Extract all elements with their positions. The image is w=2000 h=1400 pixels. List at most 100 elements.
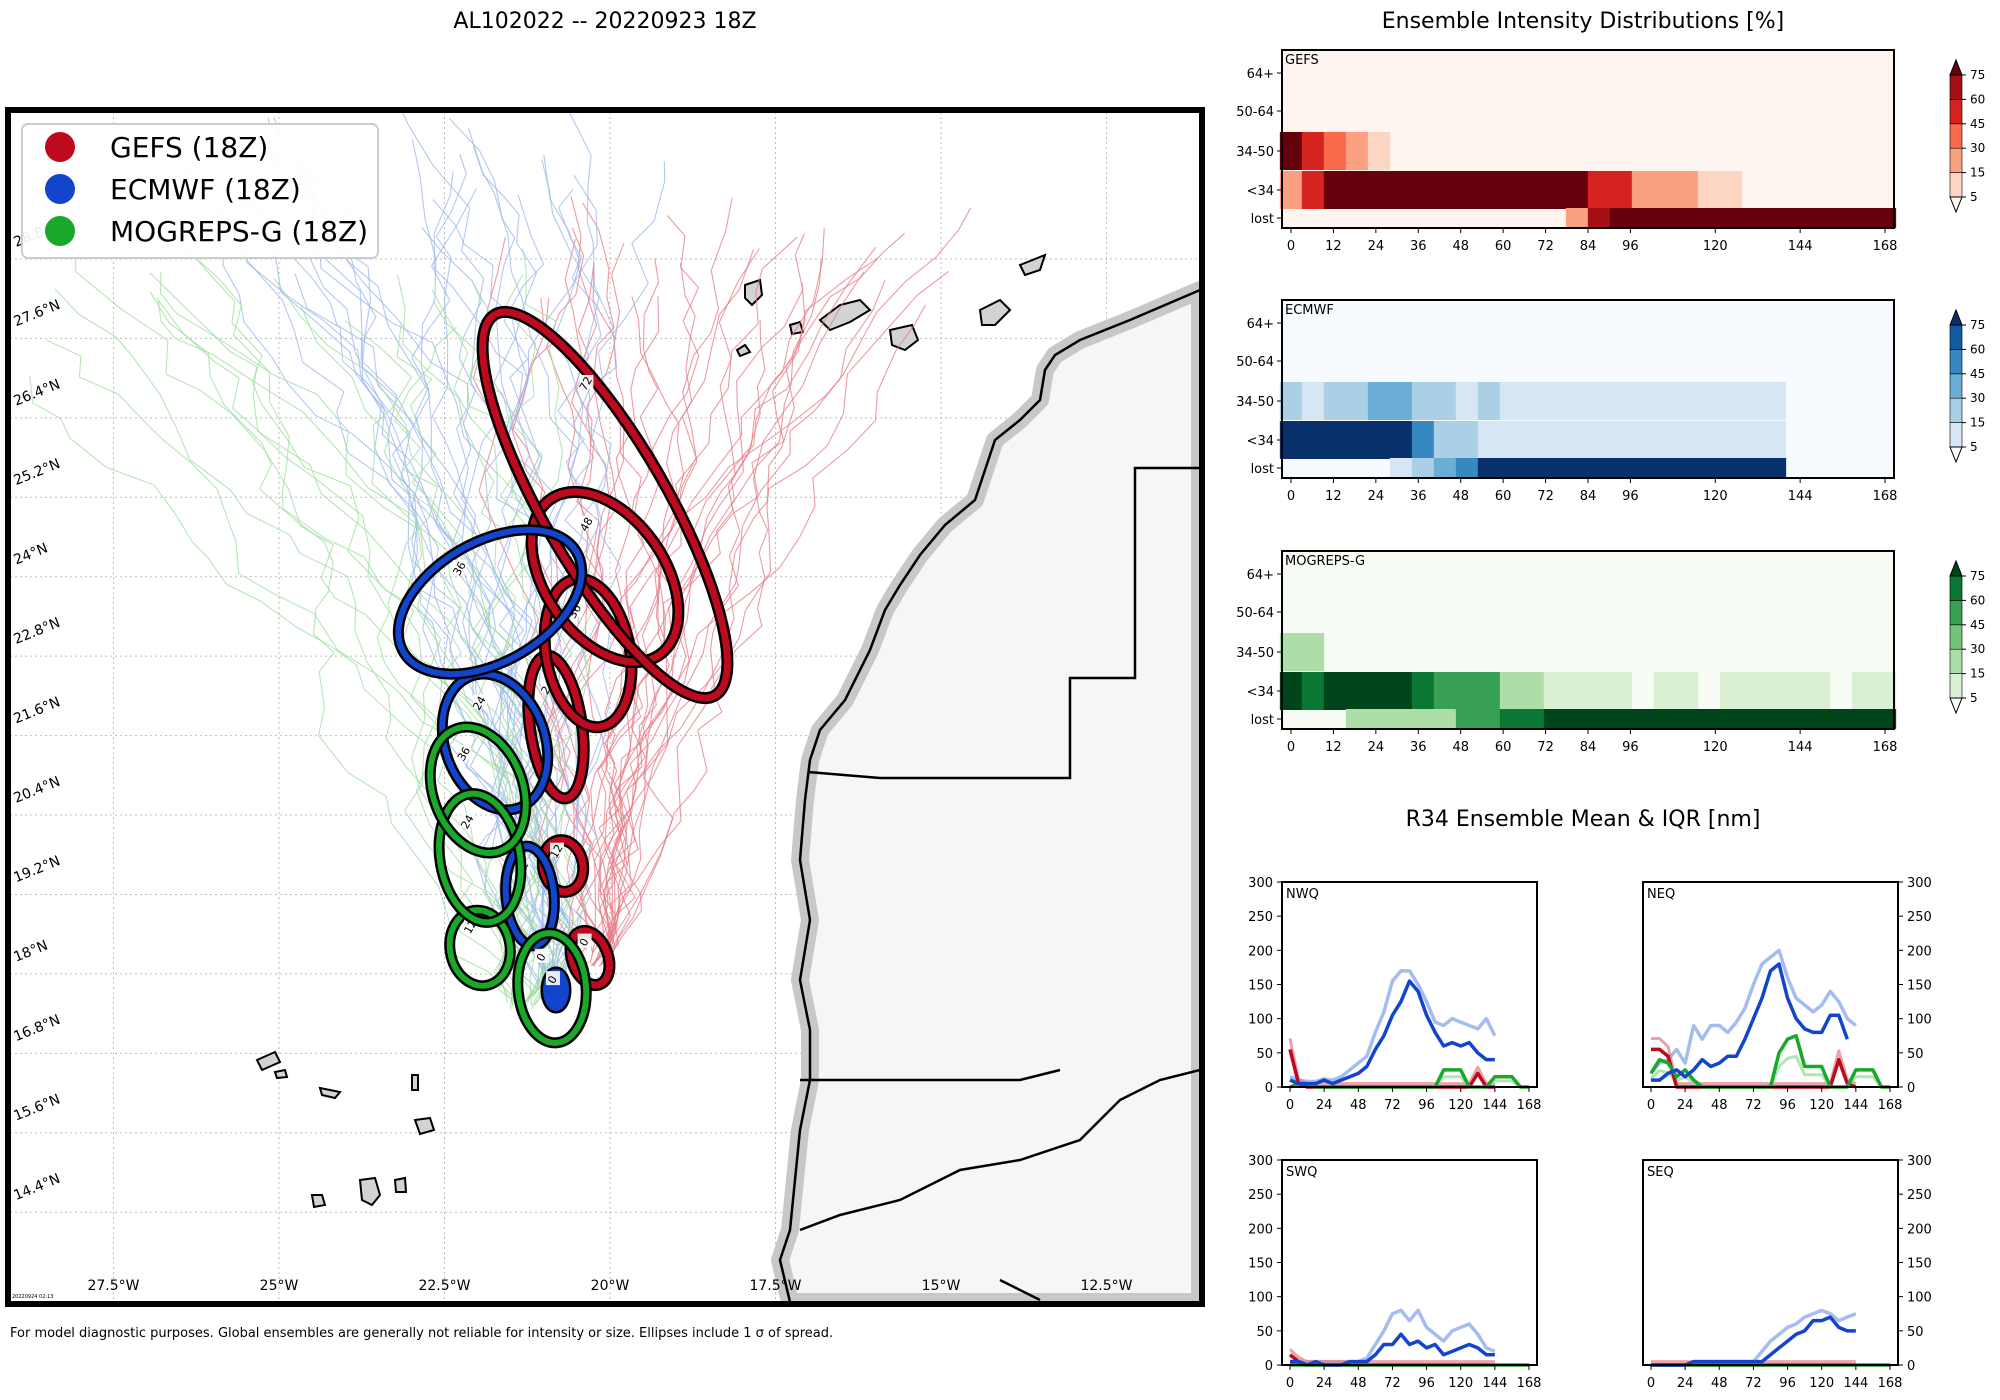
- r34-y-tick: 300: [1248, 876, 1273, 891]
- heatmap-category-label: 34-50: [1236, 395, 1274, 410]
- r34-y-tick: 0: [1265, 1081, 1273, 1096]
- lon-tick-label: 15°W: [922, 1278, 961, 1294]
- r34-x-tick: 0: [1286, 1098, 1294, 1113]
- map-frame: [5, 107, 1205, 1307]
- heatmap-cell: [1411, 382, 1435, 420]
- heatmap-cell: [1631, 421, 1655, 459]
- r34-y-tick: 200: [1907, 1222, 1932, 1237]
- heatmap-category-label: lost: [1251, 462, 1274, 477]
- r34-y-tick: 100: [1248, 1013, 1273, 1028]
- ensemble-track: [432, 300, 541, 1010]
- r34-x-tick: 96: [1779, 1098, 1796, 1113]
- heatmap-cell: [1763, 382, 1787, 420]
- heatmap-x-tick: 72: [1537, 239, 1554, 254]
- heatmap-cell: [1653, 709, 1677, 729]
- heatmap-cell: [1719, 171, 1743, 209]
- r34-panel-swq: SWQ 0 50 100 150 200 250 300 0 24 48 72 96 120 144 168: [1248, 1154, 1541, 1391]
- r34-y-tick: 300: [1248, 1154, 1273, 1169]
- heatmap-cell: [1389, 382, 1413, 420]
- r34-background: [1282, 1160, 1537, 1365]
- heatmap-cell: [1587, 421, 1611, 459]
- heatmap-cell: [1587, 382, 1611, 420]
- heatmap-x-tick: 0: [1287, 740, 1295, 755]
- lon-tick-label: 25°W: [260, 1278, 299, 1294]
- heatmap-cell: [1499, 382, 1523, 420]
- heatmap-cell: [1323, 421, 1347, 459]
- ensemble-track: [300, 305, 536, 1010]
- heatmap-cell: [1301, 421, 1325, 459]
- heatmap-cell: [1345, 382, 1369, 420]
- r34-x-tick: 48: [1711, 1098, 1728, 1113]
- heatmap-cell: [1499, 171, 1523, 209]
- heatmap-cell: [1279, 421, 1303, 459]
- legend-ecmwf-marker: [45, 174, 75, 204]
- heatmap-cell: [1301, 171, 1325, 209]
- r34-x-tick: 120: [1448, 1098, 1473, 1113]
- heatmap-cell: [1543, 709, 1567, 729]
- heatmap-x-tick: 12: [1325, 489, 1342, 504]
- r34-series-line: [1289, 979, 1495, 1086]
- r34-y-tick: 250: [1907, 1188, 1932, 1203]
- heatmap-x-tick: 24: [1368, 489, 1385, 504]
- ensemble-track: [564, 242, 625, 963]
- heatmap-cell: [1279, 382, 1303, 420]
- heatmap-cell: [1389, 709, 1413, 729]
- ellipse-ecmwf-36h: 36: [392, 524, 588, 680]
- ensemble-track: [597, 197, 733, 962]
- r34-y-tick: 50: [1256, 1325, 1273, 1340]
- heatmap-cell: [1455, 382, 1479, 420]
- heatmap-cell: [1873, 709, 1897, 729]
- r34-x-tick: 96: [1418, 1098, 1435, 1113]
- r34-y-tick: 100: [1248, 1291, 1273, 1306]
- r34-x-tick: 120: [1448, 1376, 1473, 1391]
- heatmap-cell: [1301, 633, 1325, 671]
- heatmap-cell: [1741, 421, 1765, 459]
- r34-x-tick: 0: [1286, 1376, 1294, 1391]
- heatmap-panel-label: GEFS: [1285, 53, 1319, 68]
- heatmap-cell: [1433, 171, 1457, 209]
- heatmap-cell: [1301, 132, 1325, 170]
- heatmap-cell: [1763, 421, 1787, 459]
- ensemble-track: [593, 257, 879, 967]
- r34-x-tick: 0: [1647, 1098, 1655, 1113]
- heatmap-cell: [1697, 458, 1721, 478]
- heatmap-x-tick: 0: [1287, 239, 1295, 254]
- colorbar-tick: 30: [1970, 141, 1985, 155]
- heatmap-x-tick: 24: [1368, 740, 1385, 755]
- r34-x-tick: 144: [1482, 1098, 1507, 1113]
- heatmap-cell: [1675, 709, 1699, 729]
- r34-y-tick: 100: [1907, 1013, 1932, 1028]
- heatmap-cell: [1763, 458, 1787, 478]
- heatmap-category-label: 64+: [1247, 317, 1274, 332]
- heatmap-cell: [1565, 171, 1589, 209]
- ensemble-track: [580, 248, 755, 955]
- heatmap-cell: [1345, 709, 1369, 729]
- heatmap-cell: [1609, 421, 1633, 459]
- ensemble-track: [149, 291, 518, 1002]
- heatmap-x-tick: 60: [1495, 489, 1512, 504]
- r34-x-tick: 96: [1779, 1376, 1796, 1391]
- heatmap-category-label: 34-50: [1236, 145, 1274, 160]
- heatmap-cell: [1675, 672, 1699, 710]
- heatmap-category-label: 50-64: [1236, 606, 1274, 621]
- heatmap-cell: [1587, 709, 1611, 729]
- heatmap-cell: [1389, 171, 1413, 209]
- ellipse-gefs-48h: 48: [525, 485, 685, 669]
- heatmap-cell: [1741, 382, 1765, 420]
- ensemble-track: [608, 263, 696, 965]
- heatmap-cell: [1345, 421, 1369, 459]
- heatmap-x-tick: 48: [1452, 740, 1469, 755]
- ellipse-hour-label: 12: [547, 842, 565, 861]
- r34-x-tick: 168: [1517, 1098, 1542, 1113]
- heatmap-x-tick: 120: [1703, 489, 1728, 504]
- heatmap-cell: [1741, 672, 1765, 710]
- heatmap-cell: [1455, 672, 1479, 710]
- r34-series-line: [1288, 1038, 1495, 1086]
- r34-panel-label: SWQ: [1286, 1165, 1317, 1180]
- heatmap-x-tick: 0: [1287, 489, 1295, 504]
- ellipse-hour-label: 36: [450, 559, 468, 578]
- heatmap-cell: [1763, 672, 1787, 710]
- heatmap-cell: [1675, 421, 1699, 459]
- heatmap-cell: [1631, 458, 1655, 478]
- r34-y-tick: 0: [1907, 1359, 1915, 1374]
